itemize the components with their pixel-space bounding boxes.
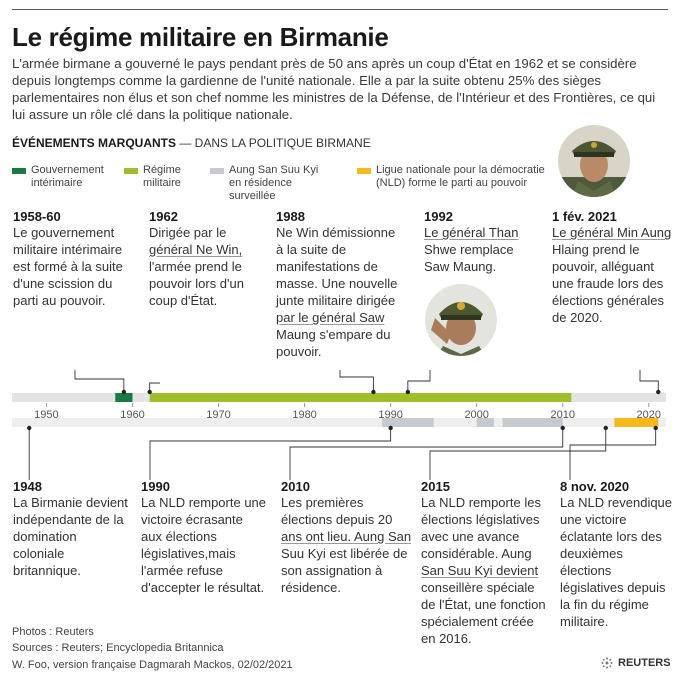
event-text: La NLD remporte une victoire écrasante aux…: [141, 495, 267, 595]
event-1992: 1992 Le général Than Shwe remplace Saw Mau…: [424, 209, 554, 275]
event-text: Ne Win démissionne à la suite de manifesta…: [276, 224, 426, 360]
military-segment: [149, 393, 572, 402]
event-text: La Birmanie devient indépendante de la dom…: [13, 495, 128, 578]
connector-2015: [429, 427, 607, 480]
event-text: Dirigée par le général Ne Win, l'armée pre…: [149, 224, 279, 309]
timeline-upper-bar: [12, 393, 666, 402]
axis-label-2020: 2020: [637, 409, 661, 421]
subhead-rest: — DANS LA POLITIQUE BIRMANE: [176, 136, 371, 150]
sources-credit: Sources : Reuters; Encyclopedia Britanni…: [12, 642, 224, 654]
connector-2021: [639, 370, 659, 393]
house-arrest-segment-2: [502, 418, 563, 427]
connector-dot-bottom-1: [388, 425, 393, 431]
intro-paragraph: L'armée birmane a gouverné le pays penda…: [12, 56, 656, 122]
event-date: 1992: [424, 209, 453, 224]
event-date: 2010: [281, 479, 310, 494]
axis-label-1980: 1980: [292, 409, 316, 421]
connector-dot-bottom-4: [653, 425, 658, 431]
event-date: 1958-60: [13, 209, 61, 224]
photo-credit: Photos : Reuters: [12, 626, 94, 638]
legend-label-nld: Ligue nationale pour la démocratie (NLD) …: [376, 164, 545, 189]
event-1958: 1958-60 Le gouvernement militaire intérim…: [13, 209, 143, 309]
event-date: 1990: [141, 479, 170, 494]
connector-1988: [339, 370, 374, 393]
timeline-lower-bar: [12, 418, 666, 427]
axis-label-2010: 2010: [550, 409, 574, 421]
legend-label-house-arrest: Aung San Suu Kyi en résidence surveillée: [229, 164, 319, 202]
reuters-wordmark: REUTERS: [618, 657, 671, 669]
axis-label-1990: 1990: [378, 409, 402, 421]
timeline-connectors: [27, 370, 661, 480]
interim-segment: [115, 393, 133, 402]
event-date: 2015: [421, 479, 450, 494]
min-aung-hlaing-photo: [558, 125, 630, 197]
event-text: Le général Than Shwe remplace Saw Maung.: [424, 224, 554, 275]
axis-label-1970: 1970: [206, 409, 230, 421]
event-text: Les premières élections depuis 20 ans ont …: [281, 494, 421, 596]
aung-san-link-2010[interactable]: ans ont lieu. Aung San: [281, 529, 412, 544]
event-text: La NLD remporte les élections législative…: [421, 494, 561, 647]
reuters-brand: REUTERS: [600, 656, 671, 670]
connector-dot-top-1: [147, 389, 152, 395]
timeline: 1950 1960 1970 1980 1990 2000 2010 2020: [11, 370, 667, 480]
connector-dot-top-0: [121, 389, 127, 395]
event-2010: 2010 Les premières élections depuis 20 ans…: [281, 479, 421, 596]
event-1988: 1988 Ne Win démissionne à la suite de mani…: [276, 209, 426, 360]
event-2021: 1 fév. 2021 Le général Min Aung Hlaing pr…: [552, 209, 677, 326]
legend-swatch-interim: [12, 168, 26, 174]
than-shwe-photo: [425, 284, 497, 356]
event-date: 1 fév. 2021: [552, 209, 617, 224]
connector-2010: [289, 427, 564, 480]
connector-dot-top-2: [371, 389, 376, 395]
event-1948: 1948 La Birmanie devient indépendante de …: [13, 479, 143, 579]
house-arrest-segment-1: [476, 418, 494, 427]
page-title: Le régime militaire en Birmanie: [12, 22, 389, 52]
event-text: Le général Min Aung Hlaing prend le pouvoi…: [552, 224, 677, 326]
legend-swatch-house-arrest: [210, 168, 224, 174]
section-subhead: ÉVÉNEMENTS MARQUANTS — DANS LA POLITIQUE…: [12, 136, 371, 150]
subhead-bold: ÉVÉNEMENTS MARQUANTS: [12, 136, 177, 150]
axis-label-1950: 1950: [34, 409, 58, 421]
than-shwe-link[interactable]: Le général Than: [424, 225, 519, 240]
connector-dot-bottom-0: [27, 425, 32, 431]
lower-bar-base: [12, 418, 666, 427]
aung-san-link-2015[interactable]: San Suu Kyi devient: [421, 563, 539, 578]
house-arrest-segment-0: [382, 418, 434, 427]
author-credit: W. Foo, version française Dagmarah Macko…: [12, 659, 293, 671]
ne-win-link[interactable]: général Ne Win,: [149, 242, 243, 257]
legend-label-military: Régime militaire: [143, 164, 181, 189]
saw-maung-link[interactable]: par le général Saw: [276, 310, 385, 325]
event-1990: 1990 La NLD remporte une victoire écrasan…: [141, 479, 281, 596]
reuters-logo-icon: [601, 657, 613, 669]
legend-swatch-nld: [357, 168, 371, 174]
connector-2020: [569, 427, 657, 480]
connector-dot-top-3: [405, 389, 411, 395]
top-rule: [12, 9, 668, 10]
event-2020: 8 nov. 2020 La NLD revendique une victoir…: [560, 479, 678, 630]
event-date: 1962: [149, 209, 178, 224]
event-text: Le gouvernement militaire intérimaire est …: [13, 225, 123, 308]
legend-swatch-military: [124, 168, 138, 174]
connector-1990: [149, 427, 392, 480]
axis-label-1960: 1960: [120, 409, 144, 421]
event-date: 8 nov. 2020: [560, 479, 630, 494]
connector-1962: [149, 382, 160, 393]
min-aung-hlaing-link[interactable]: Le général Min Aung: [552, 225, 672, 240]
connector-1958: [74, 370, 125, 393]
connector-1992: [407, 370, 431, 393]
event-1962: 1962 Dirigée par le général Ne Win, l'armé…: [149, 209, 279, 309]
event-2015: 2015 La NLD remporte les élections législ…: [421, 479, 561, 647]
connector-dot-top-4: [656, 389, 661, 395]
axis-label-2000: 2000: [464, 409, 488, 421]
event-date: 1988: [276, 209, 305, 224]
connector-dot-bottom-3: [603, 425, 608, 431]
event-date: 1948: [13, 479, 42, 494]
event-text: La NLD revendique une victoire éclatante l…: [560, 495, 673, 629]
timeline-axis-labels: 1950 1960 1970 1980 1990 2000 2010 2020: [34, 409, 661, 421]
legend-label-interim: Gouvernement intérimaire: [31, 164, 104, 189]
nld-segment: [614, 418, 659, 427]
connector-dot-bottom-2: [560, 425, 565, 431]
